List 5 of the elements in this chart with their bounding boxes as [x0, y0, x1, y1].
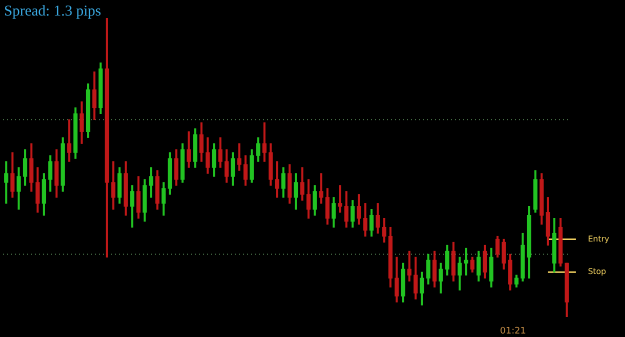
annotation: Spread: 1.3 pips	[4, 3, 102, 20]
text: 01:21	[500, 326, 526, 336]
ref-line-label: Entry	[588, 234, 610, 244]
ref-line-label: Stop	[588, 267, 606, 276]
candlestick	[237, 143, 242, 171]
